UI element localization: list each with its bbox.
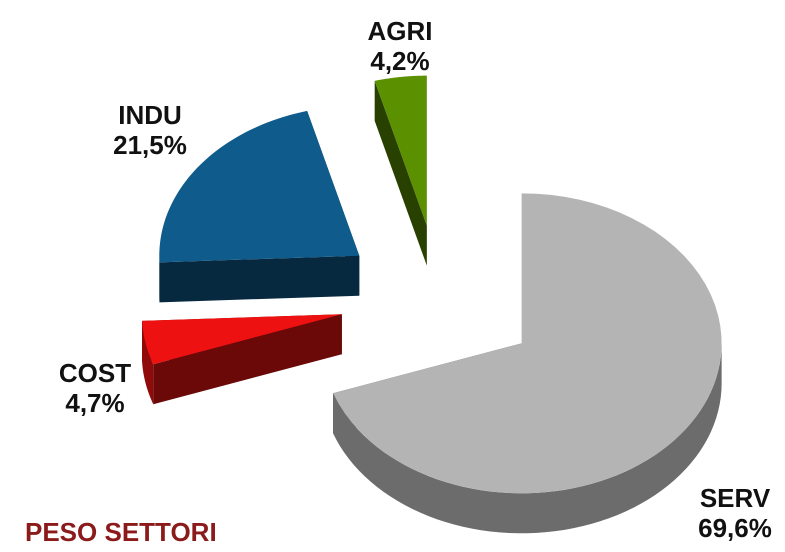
slice: [142, 314, 342, 365]
slice-group: [374, 75, 427, 266]
slice-group: [142, 314, 342, 405]
chart-title: PESO SETTORI: [25, 517, 217, 547]
slice-side: [333, 343, 722, 534]
slice-value-label: 69,6%: [698, 513, 772, 543]
slice-value-label: 4,2%: [370, 46, 429, 76]
slice-group: [159, 110, 360, 303]
slice-side: [142, 320, 154, 405]
slice-label: SERV: [700, 483, 771, 513]
slice-label: AGRI: [368, 16, 433, 46]
slice-value-label: 4,7%: [65, 388, 124, 418]
slice: [159, 110, 360, 263]
slice-value-label: 21,5%: [113, 130, 187, 160]
slice-wall: [374, 80, 427, 266]
slice: [333, 193, 722, 494]
slice-group: [333, 193, 722, 534]
slice-wall: [159, 255, 360, 303]
slice: [374, 75, 427, 226]
slice-label: COST: [59, 358, 131, 388]
slice-label: INDU: [118, 100, 182, 130]
